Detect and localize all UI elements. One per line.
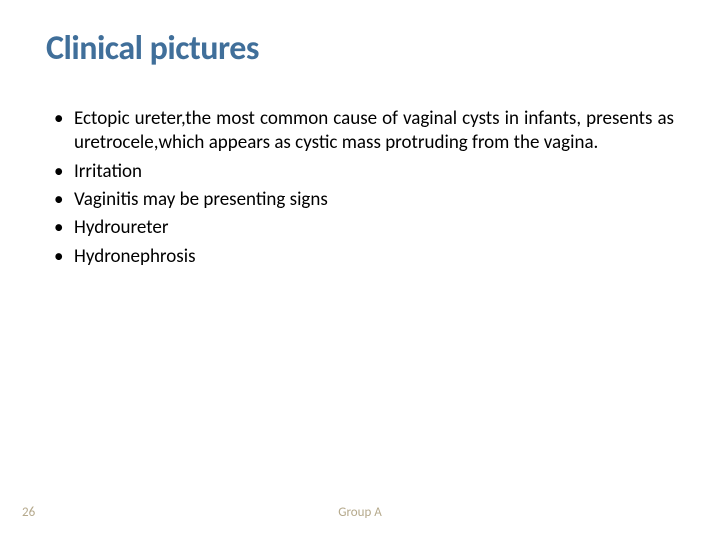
list-item: Hydronephrosis bbox=[74, 245, 674, 269]
list-item: Hydroureter bbox=[74, 216, 674, 240]
slide: Clinical pictures Ectopic ureter,the mos… bbox=[0, 0, 720, 540]
slide-title: Clinical pictures bbox=[46, 28, 674, 69]
page-number: 26 bbox=[22, 505, 35, 520]
list-item: Ectopic ureter,the most common cause of … bbox=[74, 107, 674, 156]
list-item: Irritation bbox=[74, 160, 674, 184]
footer-text: Group A bbox=[338, 505, 382, 520]
bullet-list: Ectopic ureter,the most common cause of … bbox=[46, 107, 674, 269]
list-item: Vaginitis may be presenting signs bbox=[74, 188, 674, 212]
